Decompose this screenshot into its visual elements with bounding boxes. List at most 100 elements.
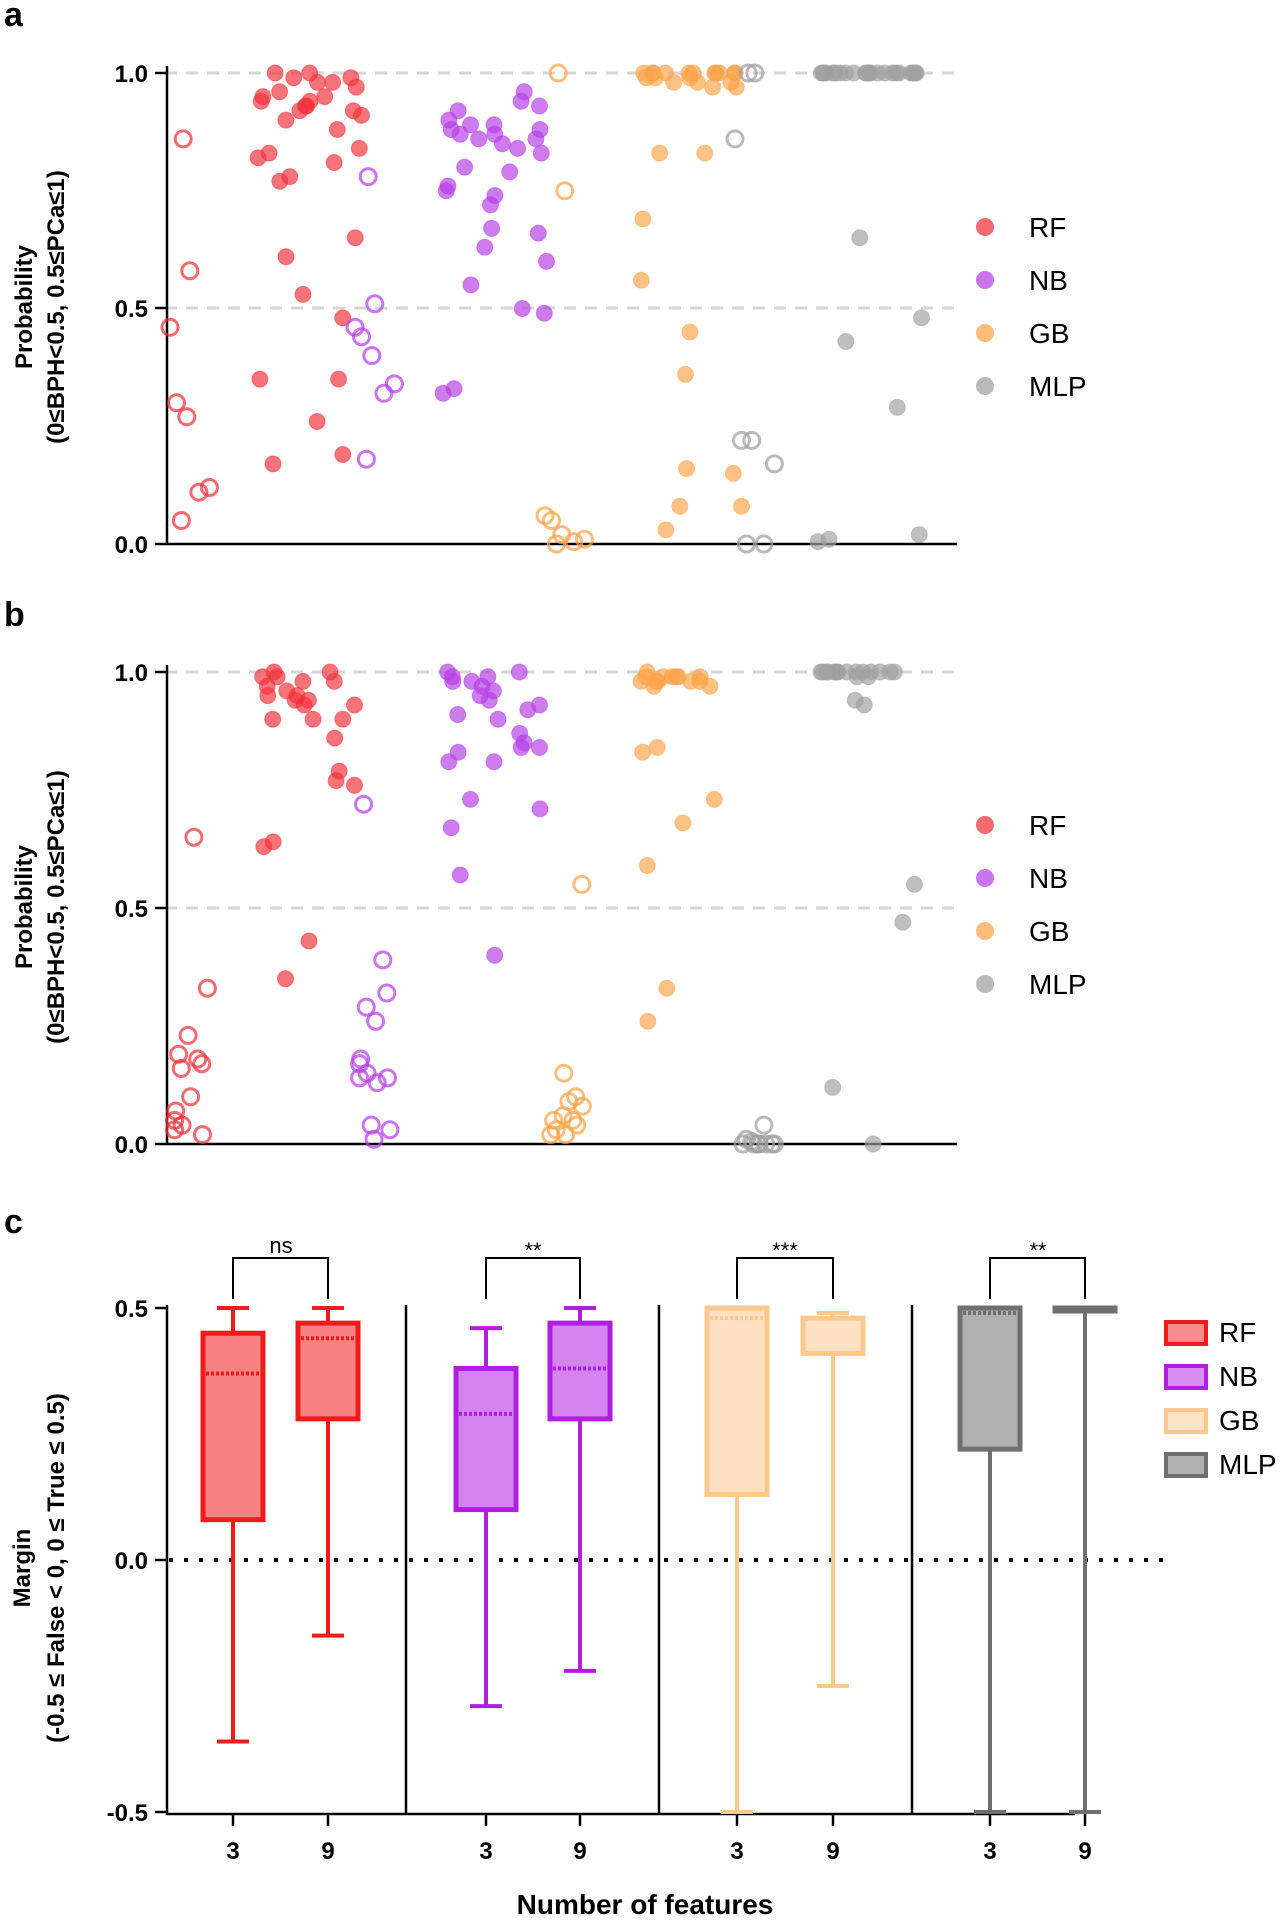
data-point-nb-open xyxy=(380,1120,400,1140)
data-point-gb-open xyxy=(541,1125,561,1145)
bracket-line xyxy=(989,1257,1086,1299)
y-tick-label: 0.5 xyxy=(115,296,148,323)
data-point-mlp-filled xyxy=(858,64,876,82)
data-point-nb-filled xyxy=(485,753,503,771)
data-point-gb-filled xyxy=(648,739,666,756)
data-point-nb-filled xyxy=(494,135,511,153)
data-point-nb-open xyxy=(356,997,376,1017)
data-point-gb-open xyxy=(572,874,592,894)
y-tick-label: 0.5 xyxy=(115,896,148,923)
data-point-nb-filled xyxy=(532,144,550,162)
data-point-gb-filled xyxy=(658,979,676,997)
data-point-nb-filled xyxy=(440,753,458,771)
data-point-nb-open xyxy=(373,950,393,970)
data-point-nb-filled xyxy=(538,252,555,270)
data-point-nb-open xyxy=(350,1068,370,1088)
data-point-rf-filled xyxy=(264,710,282,728)
data-point-rf-filled xyxy=(325,672,343,690)
data-point-mlp-filled xyxy=(851,229,869,247)
data-point-mlp-open xyxy=(756,1134,776,1154)
data-point-mlp-filled xyxy=(885,663,903,681)
data-point-rf-open xyxy=(197,978,217,998)
data-point-nb-filled xyxy=(531,97,548,115)
data-point-rf-filled xyxy=(252,92,270,110)
data-point-nb-filled xyxy=(529,224,547,242)
x-tick-label: 3 xyxy=(479,1838,492,1865)
bracket-line xyxy=(485,1257,581,1299)
data-point-rf-filled xyxy=(300,932,318,950)
data-point-mlp-filled xyxy=(824,1078,842,1096)
box-nb-3 xyxy=(453,1326,519,1709)
data-point-nb-filled xyxy=(510,663,528,681)
data-point-mlp-filled xyxy=(859,668,877,686)
data-point-gb-open xyxy=(563,1110,583,1130)
x-tick-label: 3 xyxy=(983,1838,996,1865)
box-gb-9 xyxy=(800,1311,866,1688)
data-point-rf-filled xyxy=(346,229,364,247)
significance-bracket-rf: ns xyxy=(232,1233,329,1299)
legend-label-nb: NB xyxy=(1029,863,1068,894)
y-axis-title: Probability xyxy=(11,844,38,969)
y-tick-label: 0.0 xyxy=(115,1132,148,1159)
y-tick-label: 0.5 xyxy=(115,1296,148,1323)
data-point-gb-filled xyxy=(646,69,664,87)
box-gb-3 xyxy=(704,1305,770,1814)
data-point-gb-filled xyxy=(707,64,725,82)
data-point-gb-filled xyxy=(689,73,706,91)
data-point-rf-filled xyxy=(304,710,322,728)
data-point-rf-filled xyxy=(249,149,267,167)
legend-marker-mlp xyxy=(976,975,994,993)
data-point-nb-filled xyxy=(434,384,452,402)
data-point-gb-open xyxy=(542,511,561,530)
data-point-gb-filled xyxy=(705,790,723,808)
x-tick-label: 9 xyxy=(573,1838,586,1865)
data-point-rf-open xyxy=(171,511,191,530)
data-point-nb-filled xyxy=(519,701,537,719)
data-point-gb-filled xyxy=(727,78,745,96)
y-axis-subtitle: (0≤BPH<0.5, 0.5≤PCa≤1) xyxy=(43,170,70,444)
legend-swatch-mlp xyxy=(1164,1452,1208,1478)
data-point-rf-filled xyxy=(330,370,348,388)
data-point-rf-open xyxy=(188,1049,208,1069)
x-tick-label: 9 xyxy=(1078,1838,1091,1865)
data-point-rf-open xyxy=(178,1025,198,1045)
legend-marker-rf xyxy=(976,218,994,236)
data-point-gb-filled xyxy=(733,497,750,515)
data-point-rf-filled xyxy=(353,106,370,124)
panel-letter: b xyxy=(4,596,25,634)
data-point-rf-filled xyxy=(346,696,363,714)
data-point-rf-filled xyxy=(316,88,334,106)
data-point-gb-filled xyxy=(701,677,719,695)
y-axis-subtitle: (0≤BPH<0.5, 0.5≤PCa≤1) xyxy=(43,770,70,1044)
box-iqr xyxy=(704,1305,770,1497)
legend-label-mlp: MLP xyxy=(1029,371,1087,402)
data-point-rf-filled xyxy=(334,446,352,463)
legend-label-gb: GB xyxy=(1219,1405,1259,1436)
data-point-nb-open xyxy=(365,294,385,314)
significance-bracket-gb: *** xyxy=(736,1238,834,1299)
panel-letter: a xyxy=(4,0,24,34)
data-point-rf-filled xyxy=(277,111,295,129)
legend-label-mlp: MLP xyxy=(1029,969,1087,1000)
data-point-nb-open xyxy=(378,1068,397,1088)
data-point-nb-filled xyxy=(513,300,531,317)
data-point-mlp-open xyxy=(754,1115,774,1135)
data-point-nb-filled xyxy=(501,163,519,181)
data-point-rf-filled xyxy=(308,413,326,430)
data-point-rf-open xyxy=(199,478,219,497)
data-point-nb-filled xyxy=(512,739,530,756)
box-iqr xyxy=(957,1305,1023,1452)
data-point-mlp-open xyxy=(764,454,784,474)
data-point-rf-filled xyxy=(291,102,309,120)
data-point-mlp-filled xyxy=(837,333,855,350)
data-point-nb-filled xyxy=(451,866,469,884)
data-point-gb-filled xyxy=(632,271,650,289)
legend-label-gb: GB xyxy=(1029,916,1069,947)
data-point-gb-filled xyxy=(704,78,722,96)
data-point-rf-filled xyxy=(328,121,346,138)
data-point-mlp-open xyxy=(738,63,758,83)
data-point-nb-filled xyxy=(509,139,527,157)
data-point-nb-open xyxy=(367,1073,387,1093)
data-point-gb-filled xyxy=(674,814,692,832)
